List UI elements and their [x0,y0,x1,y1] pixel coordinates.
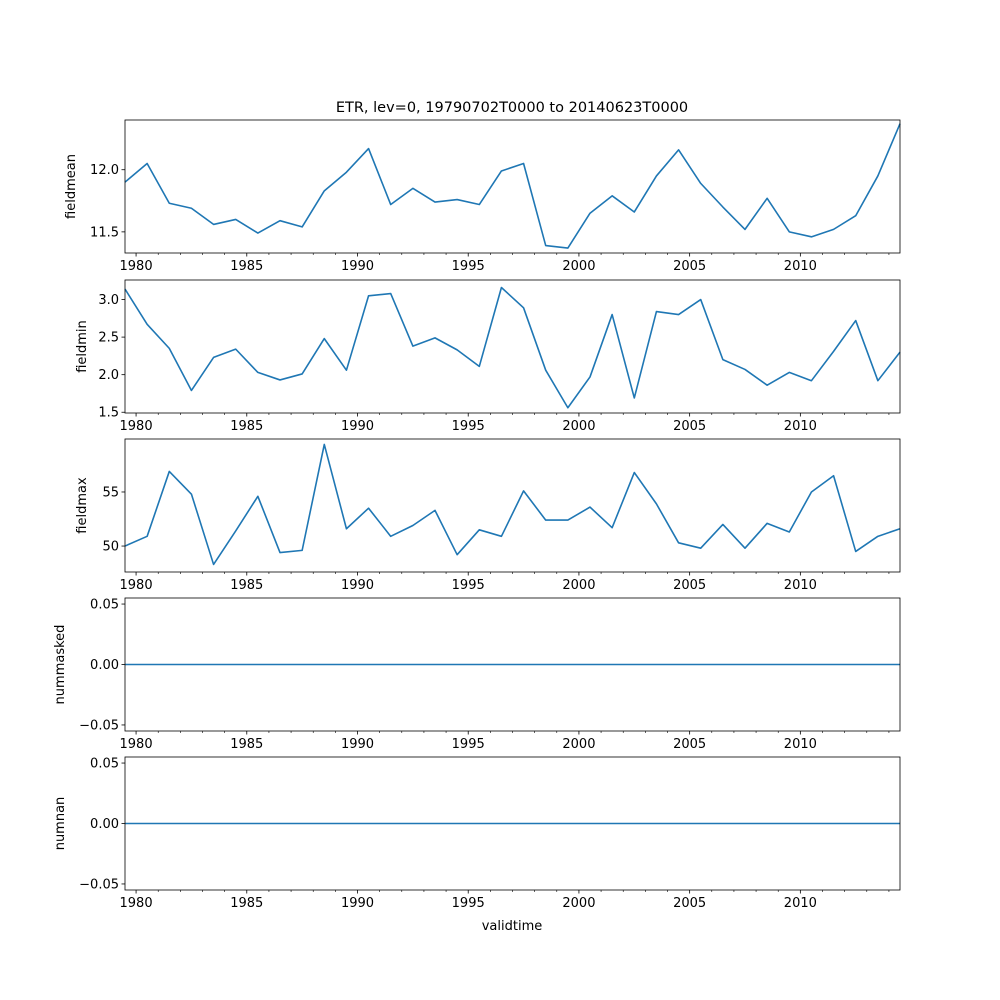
y-axis-label: fieldmax [75,477,90,534]
y-axis-label: fieldmin [75,320,90,373]
x-tick-label: 1980 [120,259,153,274]
x-tick-label: 1980 [120,896,153,911]
x-tick-label: 2010 [784,259,817,274]
x-tick-label: 1990 [341,419,374,434]
chart-title: ETR, lev=0, 19790702T0000 to 20140623T00… [336,100,688,116]
y-axis-label: fieldmean [64,154,79,219]
x-tick-label: 1995 [452,259,485,274]
panel-numnan: 1980 1985 1990 1995 2000 2005 2010 −0.05 0.00 0.0… [53,756,901,911]
y-tick-label: 3.0 [98,293,119,308]
y-tick-label: 0.00 [90,817,119,832]
y-axis-label: numnan [53,797,68,851]
x-tick-label: 2010 [784,896,817,911]
x-tick-label: 1985 [230,578,263,593]
x-tick-label: 2000 [562,259,595,274]
y-tick-label: 2.0 [98,368,119,383]
x-tick-label: 2005 [673,578,706,593]
x-tick-label: 1995 [452,419,485,434]
x-tick-label: 2010 [784,578,817,593]
y-tick-label: 2.5 [98,331,119,346]
panel-fieldmean: 1980 1985 1990 1995 2000 2005 2010 11.5 12.0 fiel… [64,119,901,274]
axes-frame [124,119,901,254]
x-tick-label: 1985 [230,737,263,752]
panel-fieldmin: 1980 1985 1990 1995 2000 2005 2010 1.5 2.0 2.5 3.0… [75,279,901,434]
x-tick-label: 2005 [673,737,706,752]
x-tick-label: 2000 [562,419,595,434]
x-tick-label: 1985 [230,896,263,911]
x-tick-label: 1990 [341,737,374,752]
x-tick-label: 2000 [562,578,595,593]
x-tick-label: 1985 [230,259,263,274]
y-tick-label: 0.00 [90,658,119,673]
axes-frame [124,597,901,732]
y-tick-label: 12.0 [90,163,119,178]
x-tick-label: 2005 [673,419,706,434]
series-line-fieldmean [124,123,901,249]
axes-frame [124,756,901,891]
x-tick-label: 2000 [562,737,595,752]
x-tick-label: 2005 [673,259,706,274]
x-tick-label: 1995 [452,896,485,911]
y-tick-label: 50 [102,540,119,555]
x-tick-label: 2005 [673,896,706,911]
axes-frame [124,438,901,573]
x-tick-label: 2010 [784,419,817,434]
y-tick-label: 1.5 [98,406,119,421]
y-tick-label: −0.05 [79,877,119,892]
x-axis-label: validtime [482,919,543,934]
y-tick-label: 0.05 [90,598,119,613]
panel-nummasked: 1980 1985 1990 1995 2000 2005 2010 −0.05 0.00 0.0… [53,597,901,752]
x-tick-label: 2010 [784,737,817,752]
x-tick-label: 1995 [452,737,485,752]
series-line-fieldmax [124,443,901,566]
y-tick-label: −0.05 [79,718,119,733]
y-tick-label: 0.05 [90,757,119,772]
x-tick-label: 1980 [120,737,153,752]
y-tick-label: 11.5 [90,225,119,240]
y-tick-label: 55 [102,485,119,500]
x-tick-label: 1980 [120,419,153,434]
x-tick-label: 1990 [341,896,374,911]
x-tick-label: 1985 [230,419,263,434]
panel-fieldmax: 1980 1985 1990 1995 2000 2005 2010 50 55 fieldmax [75,438,901,593]
x-tick-label: 1980 [120,578,153,593]
series-line-fieldmin [124,286,901,409]
panels-container: 1980 1985 1990 1995 2000 2005 2010 11.5 12.0 fiel… [53,119,901,911]
x-tick-label: 1990 [341,259,374,274]
axes-frame [124,279,901,414]
x-tick-label: 1995 [452,578,485,593]
y-axis-label: nummasked [53,625,68,705]
x-tick-label: 1990 [341,578,374,593]
x-tick-label: 2000 [562,896,595,911]
